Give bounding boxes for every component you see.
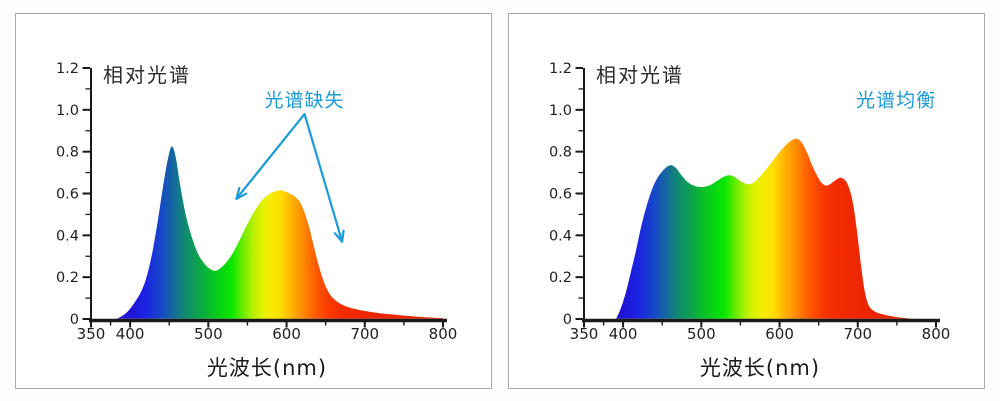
- svg-text:700: 700: [843, 325, 872, 343]
- svg-text:0: 0: [563, 312, 572, 328]
- svg-text:1.2: 1.2: [549, 61, 572, 77]
- svg-text:600: 600: [765, 325, 794, 343]
- svg-text:800: 800: [429, 325, 458, 343]
- svg-text:350: 350: [570, 325, 599, 343]
- svg-text:350: 350: [77, 325, 106, 343]
- x-axis-label-right: 光波长(nm): [699, 356, 821, 380]
- annotation-spectrum-balanced: 光谱均衡: [856, 89, 937, 112]
- svg-text:0.2: 0.2: [549, 270, 572, 286]
- svg-text:1.2: 1.2: [56, 61, 79, 77]
- svg-text:800: 800: [922, 325, 951, 343]
- x-axis-label-left: 光波长(nm): [206, 356, 328, 380]
- spectrum-chart-missing: 350 400 500 600 700 800 0 0.2 0.4 0.6 0.8 1.0 1.2: [56, 61, 458, 343]
- spectrum-chart-balanced: 350 400 500 600 700 800 0 0.2 0.4 0.6 0.8 1.0 1.2: [549, 61, 951, 343]
- svg-text:600: 600: [272, 325, 301, 343]
- annotation-spectrum-missing: 光谱缺失: [264, 89, 345, 112]
- svg-text:0.4: 0.4: [56, 228, 79, 244]
- svg-text:0.6: 0.6: [56, 187, 79, 203]
- svg-text:1.0: 1.0: [549, 103, 572, 119]
- svg-text:0.2: 0.2: [56, 270, 79, 286]
- svg-text:0.8: 0.8: [549, 145, 572, 161]
- chart-title-left: 相对光谱: [103, 63, 191, 87]
- svg-text:400: 400: [116, 325, 145, 343]
- svg-text:0.6: 0.6: [549, 187, 572, 203]
- svg-text:0.4: 0.4: [549, 228, 572, 244]
- svg-text:1.0: 1.0: [56, 103, 79, 119]
- svg-text:400: 400: [609, 325, 638, 343]
- chart-panel-right: 350 400 500 600 700 800 0 0.2 0.4 0.6 0.8 1.0 1.2 相对…: [508, 13, 985, 389]
- svg-text:500: 500: [194, 325, 223, 343]
- chart-panel-left: 350 400 500 600 700 800 0 0.2 0.4 0.6 0.8 1.0 1.2 相对…: [15, 13, 492, 389]
- svg-text:0.8: 0.8: [56, 145, 79, 161]
- chart-title-right: 相对光谱: [596, 63, 684, 87]
- svg-text:0: 0: [70, 312, 79, 328]
- svg-text:700: 700: [350, 325, 379, 343]
- svg-text:500: 500: [687, 325, 716, 343]
